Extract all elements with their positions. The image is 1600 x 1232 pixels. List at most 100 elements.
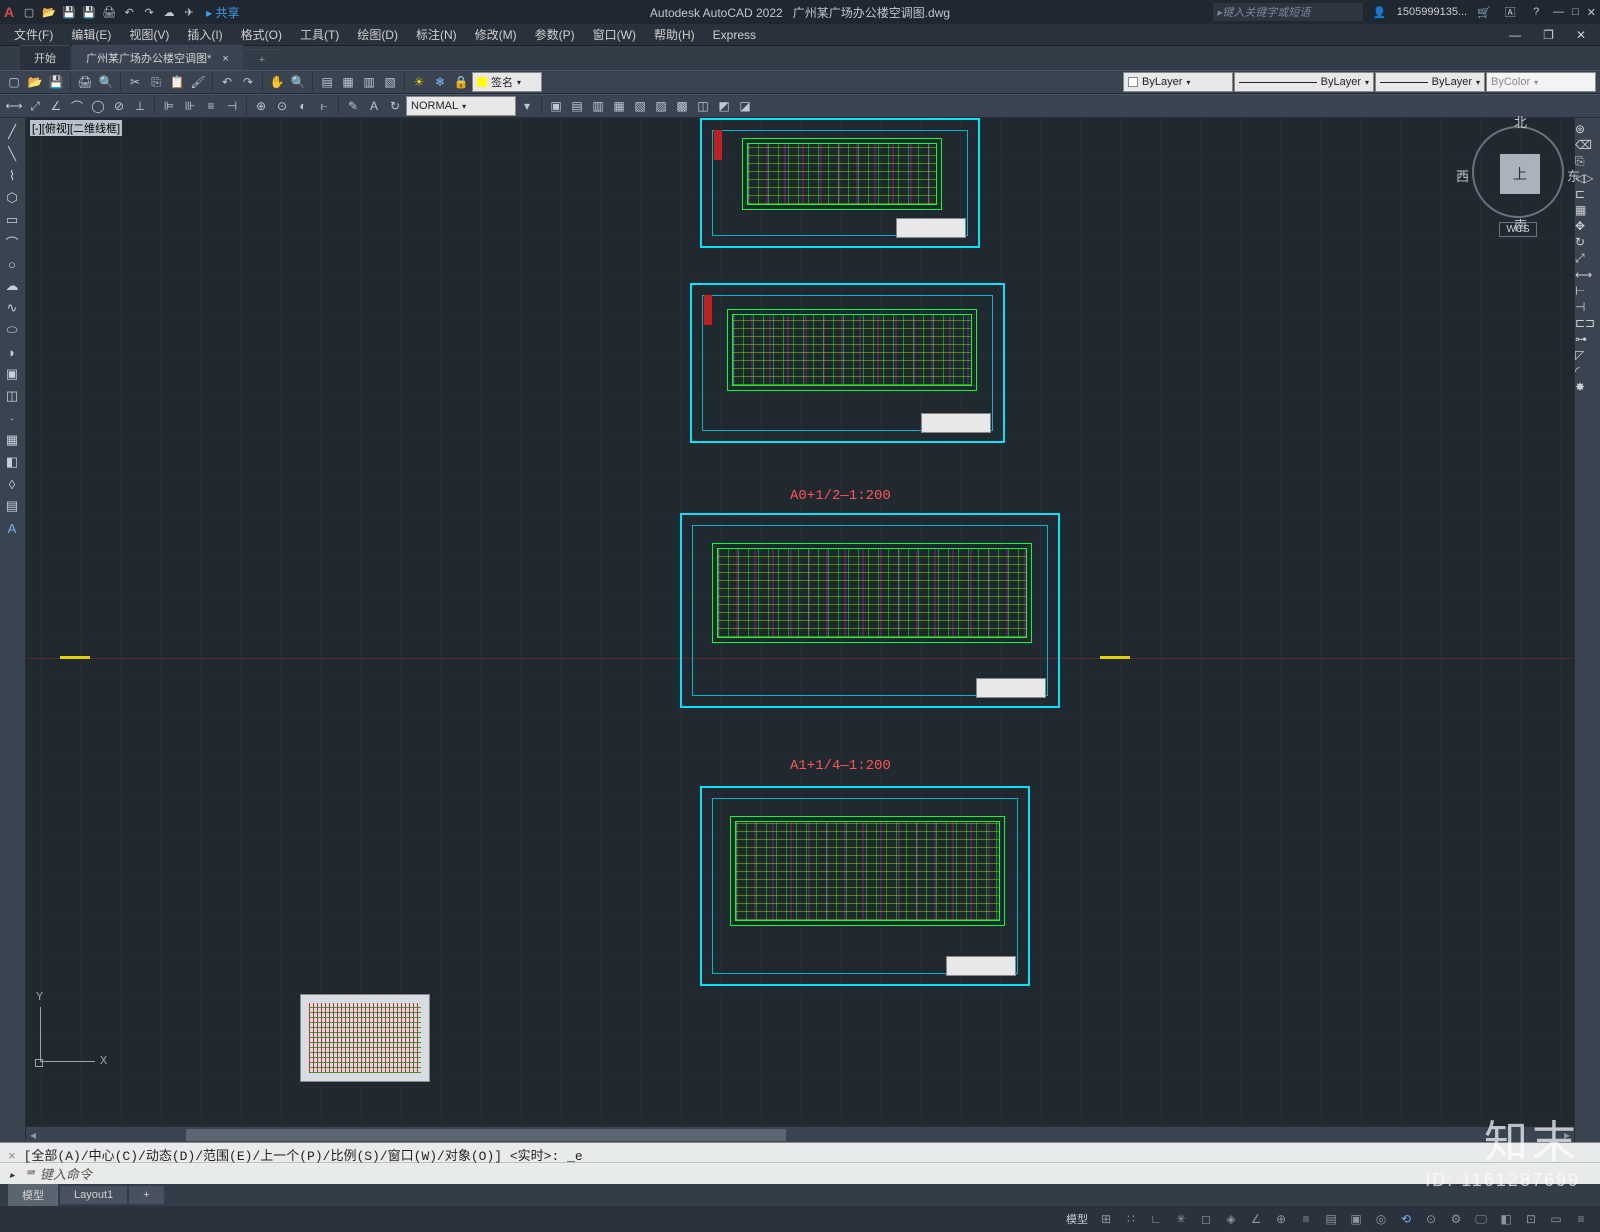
ucs-icon[interactable]: X Y — [40, 992, 110, 1062]
drawing-thumbnail[interactable] — [300, 994, 430, 1082]
tb-misc5-icon[interactable]: ▧ — [630, 96, 650, 116]
mod-stretch-icon[interactable]: ⟷ — [1575, 268, 1600, 282]
qat-new-icon[interactable]: ▢ — [20, 3, 38, 21]
status-iso-icon[interactable]: ◧ — [1495, 1209, 1517, 1229]
draw-hatch-icon[interactable]: ▦ — [0, 430, 24, 450]
dim-arc-icon[interactable]: ⌒ — [67, 96, 87, 116]
drawing-area[interactable]: [-][俯视][二维线框] ╱ ╲ ⌇ ⬡ ▭ ⌒ ○ ☁ ∿ ⬭ ◗ ▣ ◫ … — [0, 118, 1600, 1142]
status-monitor-icon[interactable]: 🖵 — [1470, 1209, 1492, 1229]
mod-break-icon[interactable]: ⊏⊐ — [1575, 316, 1600, 330]
status-qp-icon[interactable]: ▣ — [1345, 1209, 1367, 1229]
draw-mtext-icon[interactable]: A — [0, 518, 24, 538]
tb-match-icon[interactable]: 🖌 — [188, 72, 208, 92]
qat-open-icon[interactable]: 📂 — [40, 3, 58, 21]
draw-spline-icon[interactable]: ∿ — [0, 298, 24, 318]
mod-join-icon[interactable]: ⊶ — [1575, 332, 1600, 346]
sheet-3[interactable] — [680, 513, 1060, 708]
draw-point-icon[interactable]: ∙ — [0, 408, 24, 428]
draw-polygon-icon[interactable]: ⬡ — [0, 188, 24, 208]
tb-preview-icon[interactable]: 🔍 — [96, 72, 116, 92]
status-ws-icon[interactable]: ⚙ — [1445, 1209, 1467, 1229]
status-annoauto-icon[interactable]: ⊙ — [1420, 1209, 1442, 1229]
status-model-label[interactable]: 模型 — [1062, 1211, 1092, 1227]
draw-arc-icon[interactable]: ⌒ — [0, 232, 24, 252]
draw-block-icon[interactable]: ◫ — [0, 386, 24, 406]
status-otrack-icon[interactable]: ∠ — [1245, 1209, 1267, 1229]
sheet-1[interactable] — [700, 118, 980, 248]
tb-pan-icon[interactable]: ✋ — [267, 72, 287, 92]
qat-send-icon[interactable]: ✈ — [180, 3, 198, 21]
qat-redo-icon[interactable]: ↷ — [140, 3, 158, 21]
status-tpy-icon[interactable]: ▤ — [1320, 1209, 1342, 1229]
tb-misc1-icon[interactable]: ▣ — [546, 96, 566, 116]
tb-lock-icon[interactable]: 🔒 — [451, 72, 471, 92]
qat-plot-icon[interactable]: 🖨 — [100, 3, 118, 21]
tb-misc8-icon[interactable]: ◫ — [693, 96, 713, 116]
dim-tolerance-icon[interactable]: ⊕ — [251, 96, 271, 116]
dim-jog-icon[interactable]: ⥼ — [314, 96, 334, 116]
doc-close-icon[interactable]: ✕ — [1568, 26, 1594, 44]
mod-extend-icon[interactable]: ⊣ — [1575, 300, 1600, 314]
tb-freeze-icon[interactable]: ❄ — [430, 72, 450, 92]
tb-dc-icon[interactable]: ▦ — [338, 72, 358, 92]
dim-continue-icon[interactable]: ⊪ — [180, 96, 200, 116]
viewcube-north[interactable]: 北 — [1514, 112, 1527, 131]
sign-dropdown[interactable]: 签名▾ — [472, 72, 542, 92]
layout-tab-model[interactable]: 模型 — [8, 1184, 58, 1206]
status-lwt-icon[interactable]: ≡ — [1295, 1209, 1317, 1229]
menu-tools[interactable]: 工具(T) — [292, 24, 347, 45]
status-anno-icon[interactable]: ⟲ — [1395, 1209, 1417, 1229]
draw-line-icon[interactable]: ╱ — [0, 122, 24, 142]
dim-edit-icon[interactable]: ✎ — [343, 96, 363, 116]
dim-linear-icon[interactable]: ⟷ — [4, 96, 24, 116]
dim-angular-icon[interactable]: ∠ — [46, 96, 66, 116]
menu-express[interactable]: Express — [705, 26, 764, 44]
status-hw-icon[interactable]: ⊡ — [1520, 1209, 1542, 1229]
dim-inspect-icon[interactable]: ◐ — [293, 96, 313, 116]
window-maximize-icon[interactable]: □ — [1572, 6, 1579, 19]
menu-file[interactable]: 文件(F) — [6, 24, 61, 45]
tb-copy-icon[interactable]: ⎘ — [146, 72, 166, 92]
help-icon[interactable]: ? — [1527, 3, 1545, 21]
draw-insert-icon[interactable]: ▣ — [0, 364, 24, 384]
tab-active-doc[interactable]: 广州某广场办公楼空调图* × — [72, 45, 243, 70]
tb-misc6-icon[interactable]: ▨ — [651, 96, 671, 116]
doc-restore-icon[interactable]: ❐ — [1535, 26, 1562, 44]
doc-minimize-icon[interactable]: — — [1501, 26, 1529, 44]
viewport-label[interactable]: [-][俯视][二维线框] — [30, 120, 122, 136]
viewcube-face-top[interactable]: 上 — [1500, 154, 1540, 194]
dim-radius-icon[interactable]: ◯ — [88, 96, 108, 116]
status-osnap-icon[interactable]: ◻ — [1195, 1209, 1217, 1229]
menu-window[interactable]: 窗口(W) — [585, 24, 644, 45]
share-button[interactable]: ▸ 共享 — [206, 4, 239, 21]
layout-tab-add[interactable]: + — [129, 1186, 163, 1204]
plotstyle-dropdown[interactable]: ByColor▾ — [1486, 72, 1596, 92]
tb-open-icon[interactable]: 📂 — [25, 72, 45, 92]
viewcube-south[interactable]: 南 — [1514, 215, 1527, 234]
menu-edit[interactable]: 编辑(E) — [63, 24, 119, 45]
menu-modify[interactable]: 修改(M) — [467, 24, 525, 45]
dim-tedit-icon[interactable]: A — [364, 96, 384, 116]
menu-draw[interactable]: 绘图(D) — [349, 24, 406, 45]
dim-ordinate-icon[interactable]: ⊥ — [130, 96, 150, 116]
tb-plot-icon[interactable]: 🖨 — [75, 72, 95, 92]
mod-scale-icon[interactable]: ⤢ — [1575, 251, 1600, 266]
lineweight-dropdown[interactable]: ByLayer▾ — [1375, 72, 1485, 92]
dim-update-icon[interactable]: ↻ — [385, 96, 405, 116]
menu-format[interactable]: 格式(O) — [233, 24, 290, 45]
draw-revcloud-icon[interactable]: ☁ — [0, 276, 24, 296]
tb-paste-icon[interactable]: 📋 — [167, 72, 187, 92]
dim-break-icon[interactable]: ⊣ — [222, 96, 242, 116]
horizontal-scrollbar[interactable]: ◂ ▸ — [26, 1126, 1574, 1142]
menu-help[interactable]: 帮助(H) — [646, 24, 703, 45]
dim-spacing-icon[interactable]: ≡ — [201, 96, 221, 116]
qat-saveas-icon[interactable]: 💾 — [80, 3, 98, 21]
mod-move-icon[interactable]: ✥ — [1575, 219, 1600, 233]
tb-props-icon[interactable]: ▤ — [317, 72, 337, 92]
dimstyle-dropdown[interactable]: NORMAL▾ — [406, 96, 516, 116]
tb-new-icon[interactable]: ▢ — [4, 72, 24, 92]
viewcube-east[interactable]: 东 — [1567, 166, 1580, 185]
status-custom-icon[interactable]: ≡ — [1570, 1209, 1592, 1229]
tb-misc3-icon[interactable]: ▥ — [588, 96, 608, 116]
tb-misc9-icon[interactable]: ◩ — [714, 96, 734, 116]
